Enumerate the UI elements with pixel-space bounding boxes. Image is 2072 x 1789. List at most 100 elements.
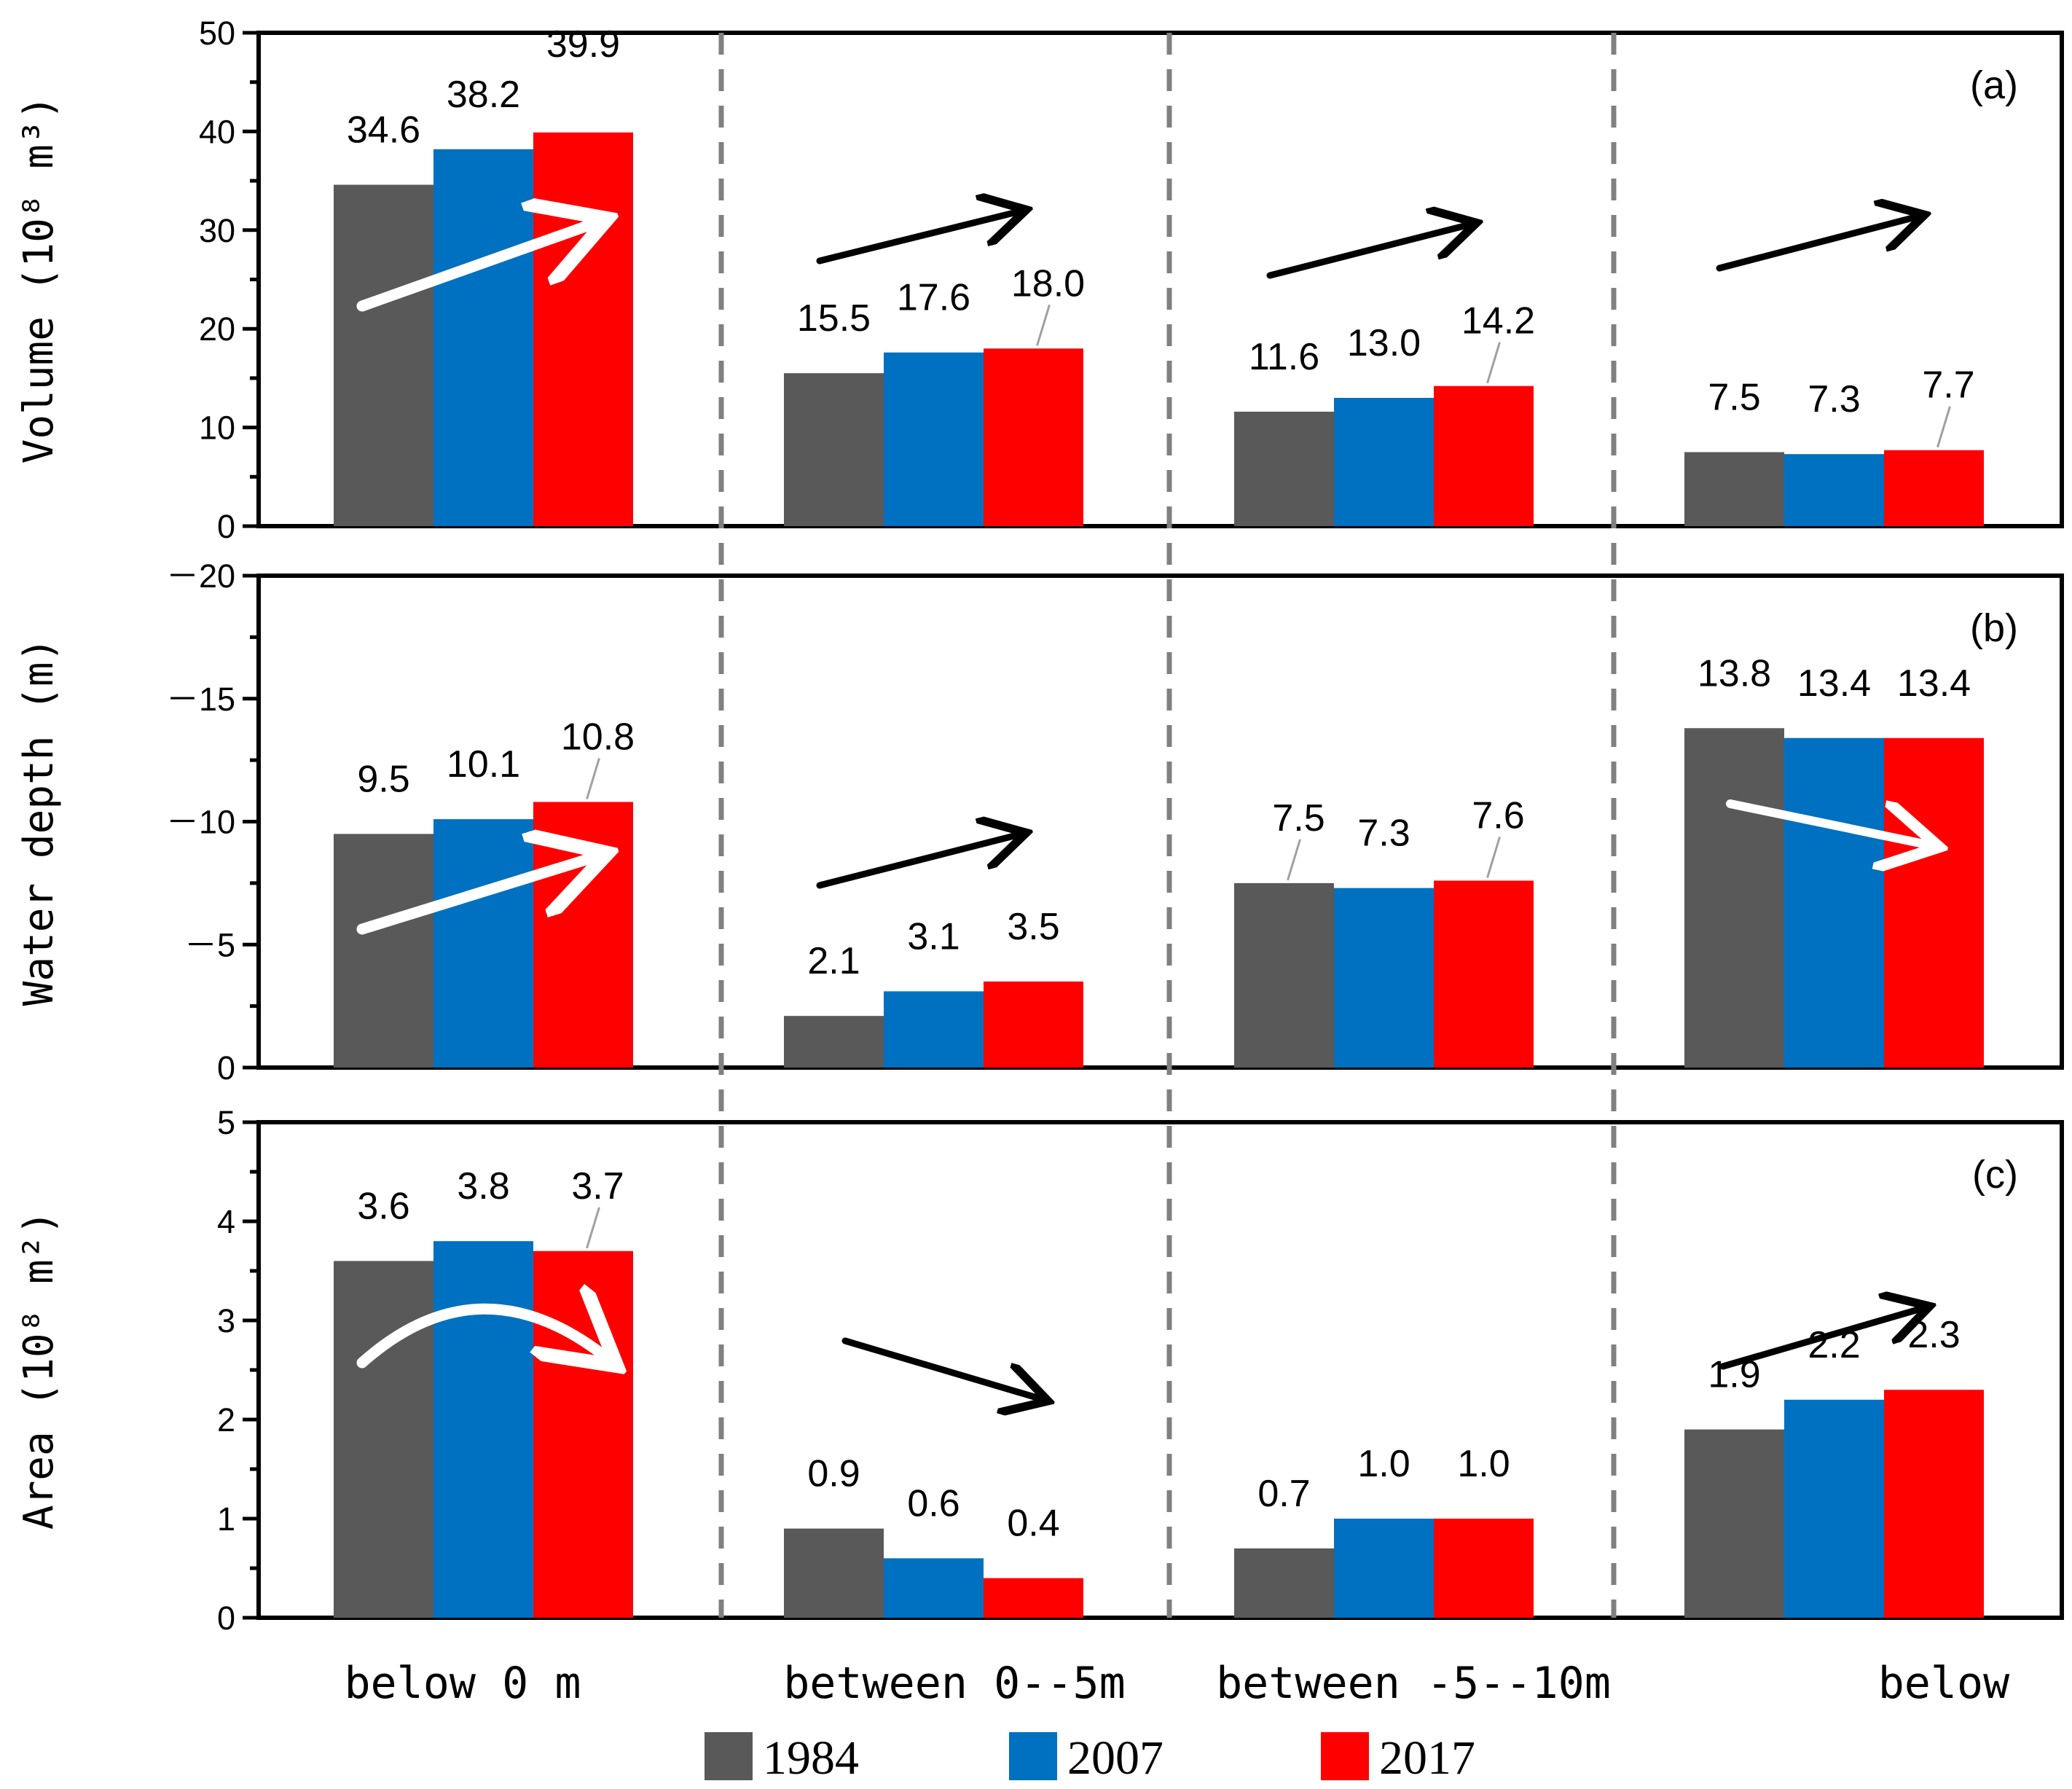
- data-label: 14.2: [1461, 300, 1535, 342]
- bar-2007-1: [884, 1558, 984, 1618]
- bar-2017-1: [984, 1578, 1083, 1618]
- data-label: 0.7: [1257, 1473, 1310, 1515]
- bar-1984-3: [1684, 452, 1784, 526]
- bar-2017-3: [1884, 737, 1984, 1068]
- bar-2007-1: [884, 991, 984, 1068]
- data-label: 10.1: [447, 743, 520, 786]
- bar-2007-2: [1334, 397, 1434, 526]
- data-label: 0.6: [907, 1482, 960, 1524]
- label-leader-line: [1486, 342, 1501, 384]
- bar-2007-2: [1334, 1519, 1434, 1618]
- bar-2017-2: [1434, 1519, 1534, 1618]
- data-label: 7.6: [1472, 795, 1524, 837]
- y-tick-label: 40: [199, 113, 235, 150]
- data-label: 13.4: [1797, 662, 1871, 705]
- trend-arrow-up: [1716, 216, 1918, 272]
- data-label: 7.7: [1922, 364, 1974, 407]
- bar-2007-2: [1334, 888, 1434, 1068]
- label-leader-line: [1936, 406, 1951, 448]
- panel-b: 0 －5 －10 －15 －20 Water depth (m) (b) 9.5 2.1 7.5 1…: [15, 557, 2064, 1087]
- y-tick-label: 0: [217, 508, 235, 545]
- bar-2017-1: [984, 348, 1083, 526]
- data-label: 3.8: [457, 1165, 509, 1207]
- y-tick-label: 0: [217, 1600, 235, 1637]
- data-label: 3.6: [357, 1185, 409, 1227]
- bar-1984-1: [784, 1016, 884, 1068]
- panel-a: 0 10 20 30 40 50 Volume (10⁸ m³) (a) 34.6 15.5 11.…: [15, 15, 2064, 545]
- data-label: 13.8: [1698, 652, 1771, 694]
- data-label: 2.3: [1907, 1314, 1960, 1356]
- y-tick-label: 3: [217, 1302, 235, 1339]
- bar-2017-2: [1434, 880, 1534, 1068]
- y-tick-label: －10: [166, 804, 235, 841]
- y-tick-label: 4: [217, 1203, 235, 1240]
- data-label: 17.6: [897, 277, 970, 319]
- data-label: 3.7: [571, 1165, 624, 1207]
- label-leader-line: [586, 758, 600, 799]
- trend-arrow-up: [1719, 1308, 1923, 1370]
- data-label: 0.4: [1007, 1503, 1059, 1545]
- category-label: between 0--5m: [783, 1658, 1126, 1709]
- bar-2007-3: [1784, 737, 1884, 1068]
- bar-1984-3: [1684, 728, 1784, 1068]
- category-label: between -5--10m: [1216, 1658, 1611, 1709]
- bar-2007-0: [433, 819, 533, 1068]
- bar-2017-0: [533, 132, 633, 526]
- legend-swatch-2017: [1321, 1732, 1369, 1780]
- y-tick-label: 5: [217, 1104, 235, 1141]
- trend-arrow-up: [356, 856, 597, 935]
- bar-1984-1: [784, 1528, 884, 1618]
- y-tick-label: 50: [199, 15, 235, 52]
- trend-arrow-up: [356, 222, 597, 312]
- legend-label: 2007: [1067, 1731, 1163, 1785]
- label-leader-line: [1287, 839, 1301, 881]
- bar-2017-1: [984, 981, 1083, 1068]
- data-label: 18.0: [1011, 262, 1085, 305]
- bar-1984-1: [784, 373, 884, 526]
- y-tick-label: 1: [217, 1500, 235, 1538]
- bar-1984-0: [334, 1261, 433, 1618]
- legend-swatch-2007: [1009, 1732, 1057, 1780]
- bar-1984-0: [334, 834, 433, 1068]
- y-tick-label: 20: [199, 310, 235, 348]
- legend-swatch-1984: [705, 1732, 753, 1780]
- data-label: 1.0: [1457, 1443, 1510, 1485]
- category-label: below: [1878, 1658, 2010, 1709]
- bar-2007-0: [433, 149, 533, 527]
- category-label: below 0 m: [344, 1658, 581, 1709]
- bar-2007-3: [1784, 454, 1884, 526]
- bar-1984-3: [1684, 1429, 1784, 1618]
- panel-tag: (c): [1972, 1153, 2018, 1197]
- data-label: 7.5: [1272, 797, 1325, 839]
- label-leader-line: [1036, 304, 1051, 346]
- bar-2007-1: [884, 352, 984, 526]
- data-label: 13.0: [1347, 322, 1421, 364]
- data-label: 7.5: [1708, 376, 1760, 418]
- y-tick-label: 0: [217, 1049, 235, 1087]
- panel-tag: (b): [1970, 606, 2018, 650]
- bar-2017-2: [1434, 385, 1534, 526]
- trend-arrow-down: [841, 1337, 1042, 1399]
- bar-2017-3: [1884, 450, 1984, 526]
- y-tick-label: －5: [184, 926, 235, 963]
- bar-2017-0: [533, 1250, 633, 1618]
- trend-arrow-down: [1726, 799, 1931, 845]
- data-label: 1.0: [1357, 1443, 1410, 1485]
- y-tick-label: 2: [217, 1401, 235, 1438]
- panel-tag: (a): [1970, 63, 2018, 107]
- data-label: 38.2: [447, 74, 520, 116]
- trend-arrow-up: [816, 211, 1020, 265]
- y-tick-label: －20: [166, 557, 235, 595]
- y-axis-title: Area (10⁸ m²): [15, 1210, 63, 1530]
- bar-1984-2: [1234, 1548, 1334, 1618]
- legend-label: 2017: [1379, 1731, 1475, 1785]
- data-label: 13.4: [1897, 662, 1971, 705]
- bar-1984-2: [1234, 882, 1334, 1068]
- bar-2017-0: [533, 802, 633, 1068]
- label-leader-line: [586, 1207, 600, 1249]
- data-label: 3.5: [1007, 906, 1059, 948]
- trend-arrow-up: [1266, 224, 1470, 279]
- y-axis-title: Volume (10⁸ m³): [15, 95, 63, 464]
- data-label: 34.6: [347, 109, 420, 152]
